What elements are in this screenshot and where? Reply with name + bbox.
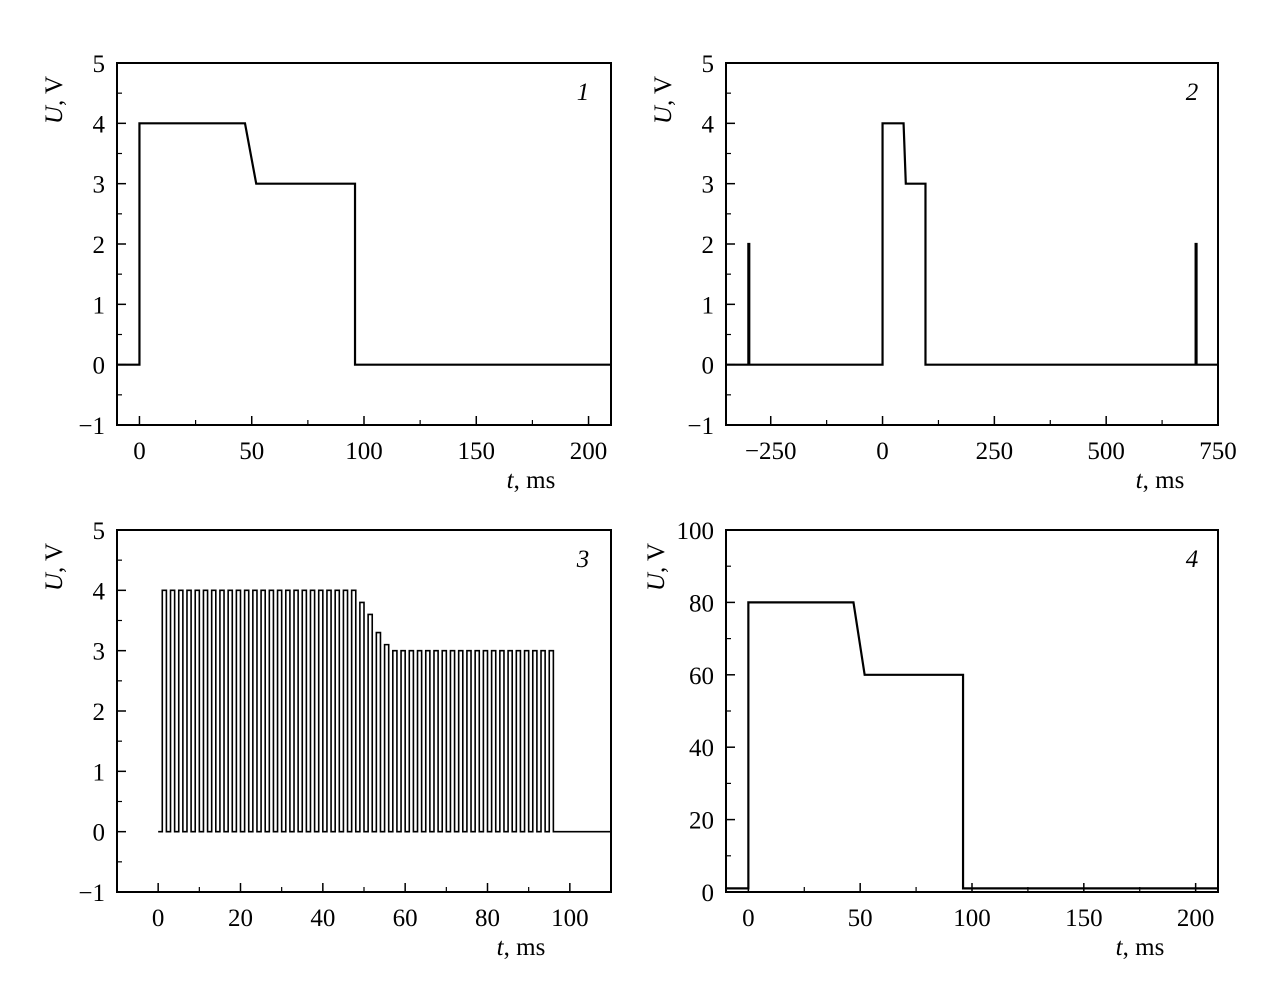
x-tick-label: 0 bbox=[742, 905, 755, 932]
chart-panel-2: −250 0 250 500 750 −1 0 1 2 3 4 5 U, V t, ms 2 bbox=[650, 51, 1237, 494]
signal-line bbox=[726, 601, 1218, 890]
x-tick-label: 60 bbox=[393, 905, 418, 932]
x-tick-label: 0 bbox=[152, 905, 165, 932]
y-tick-label: 3 bbox=[702, 172, 715, 199]
plot-frame bbox=[725, 62, 1219, 426]
x-tick-label: 0 bbox=[876, 438, 889, 465]
y-tick-label: 3 bbox=[93, 172, 106, 199]
y-tick-label: 2 bbox=[93, 232, 106, 259]
x-axis-label: t, ms bbox=[1136, 467, 1185, 494]
y-tick-label: 1 bbox=[702, 292, 715, 319]
x-tick-label: 250 bbox=[976, 438, 1014, 465]
x-tick-label: 200 bbox=[570, 438, 608, 465]
y-tick-label: 2 bbox=[702, 232, 715, 259]
pulse-train-line bbox=[158, 589, 611, 833]
x-tick-label: 750 bbox=[1199, 438, 1237, 465]
plot-frame bbox=[116, 62, 612, 426]
panel-number: 1 bbox=[577, 79, 590, 106]
y-tick-label: 5 bbox=[93, 51, 106, 78]
x-tick-label: −250 bbox=[745, 438, 797, 465]
panel-number: 3 bbox=[576, 546, 590, 573]
y-tick-label: 1 bbox=[93, 292, 106, 319]
y-tick-label: 5 bbox=[93, 518, 106, 545]
y-tick-label: 4 bbox=[93, 578, 106, 605]
x-tick-label: 150 bbox=[458, 438, 496, 465]
y-tick-label: 1 bbox=[93, 759, 106, 786]
x-tick-label: 40 bbox=[310, 905, 335, 932]
x-tick-label: 50 bbox=[848, 905, 873, 932]
x-tick-label: 100 bbox=[551, 905, 589, 932]
y-axis-label: U, V bbox=[41, 76, 68, 124]
x-axis-label: t, ms bbox=[507, 467, 556, 494]
y-tick-label: 3 bbox=[93, 639, 106, 666]
x-tick-label: 200 bbox=[1177, 905, 1215, 932]
y-tick-label: 0 bbox=[702, 353, 715, 380]
x-tick-label: 0 bbox=[133, 438, 146, 465]
signal-line bbox=[117, 122, 611, 366]
y-tick-label: 80 bbox=[689, 590, 714, 617]
x-tick-label: 20 bbox=[228, 905, 253, 932]
y-tick-label: 5 bbox=[702, 51, 715, 78]
y-tick-label: 4 bbox=[93, 111, 106, 138]
y-tick-label: 2 bbox=[93, 699, 106, 726]
y-tick-label: 0 bbox=[702, 880, 715, 907]
y-tick-label: 100 bbox=[677, 518, 715, 545]
y-axis-label: U, V bbox=[650, 76, 677, 124]
panel-number: 4 bbox=[1186, 546, 1199, 573]
y-tick-label: 60 bbox=[689, 663, 714, 690]
signal-line bbox=[726, 122, 1218, 366]
y-tick-label: −1 bbox=[78, 880, 105, 907]
plot-frame bbox=[725, 529, 1219, 893]
chart-panel-1: 0 50 100 150 200 −1 0 1 2 3 4 5 U, V t, ms 1 bbox=[41, 51, 612, 494]
y-tick-label: 0 bbox=[93, 820, 106, 847]
x-axis-label: t, ms bbox=[1116, 934, 1165, 961]
panel-number: 2 bbox=[1186, 79, 1199, 106]
x-tick-label: 100 bbox=[953, 905, 991, 932]
y-tick-label: 20 bbox=[689, 808, 714, 835]
y-axis-label: U, V bbox=[41, 543, 68, 591]
x-tick-label: 500 bbox=[1087, 438, 1125, 465]
x-tick-label: 80 bbox=[475, 905, 500, 932]
y-tick-label: 40 bbox=[689, 735, 714, 762]
x-axis-label: t, ms bbox=[497, 934, 546, 961]
x-tick-label: 100 bbox=[345, 438, 383, 465]
y-tick-label: −1 bbox=[78, 413, 105, 440]
chart-panel-4: 0 50 100 150 200 0 20 40 60 80 100 U, V t, ms 4 bbox=[643, 518, 1219, 961]
y-tick-label: 4 bbox=[702, 111, 715, 138]
y-axis-label: U, V bbox=[643, 543, 670, 591]
y-tick-label: −1 bbox=[687, 413, 714, 440]
y-tick-label: 0 bbox=[93, 353, 106, 380]
x-tick-label: 50 bbox=[239, 438, 264, 465]
chart-panel-3: 0 20 40 60 80 100 −1 0 1 2 3 4 5 U, V t, ms 3 bbox=[41, 518, 612, 961]
x-tick-label: 150 bbox=[1065, 905, 1103, 932]
